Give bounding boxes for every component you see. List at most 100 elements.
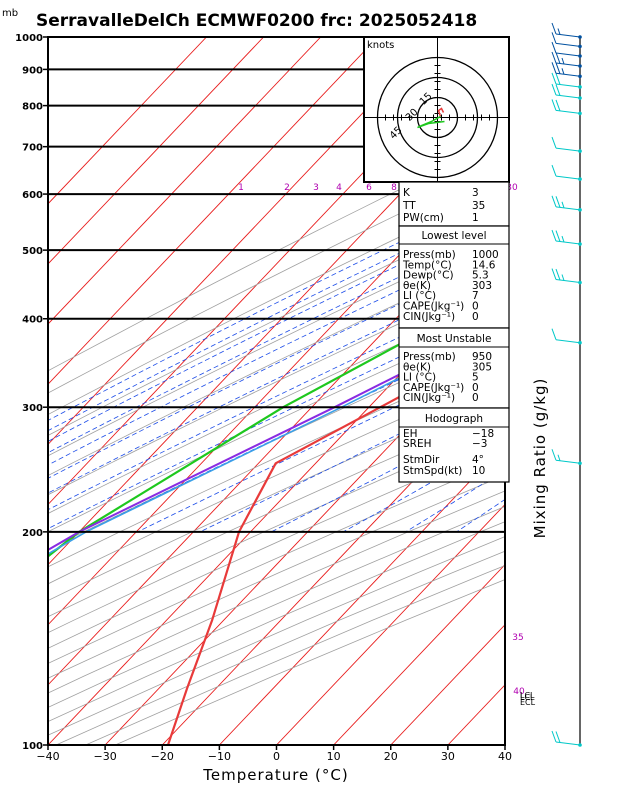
wind-barb-flag xyxy=(555,84,561,96)
x-axis-title: Temperature (°C) xyxy=(202,766,348,784)
wind-barb-flag xyxy=(555,52,561,64)
parcel-profile-line xyxy=(48,320,505,552)
index-label: K xyxy=(403,187,411,199)
index-value: 305 xyxy=(472,361,492,373)
wind-barb xyxy=(551,229,582,246)
wind-barb-flag xyxy=(551,41,557,54)
wind-barb-flag xyxy=(551,449,557,461)
x-tick-label: −40 xyxy=(36,750,59,763)
index-value: 950 xyxy=(472,351,492,363)
x-tick-label: 20 xyxy=(384,750,398,763)
wind-barb-base xyxy=(578,340,582,345)
wind-barb xyxy=(551,449,582,466)
level-label: LCL xyxy=(520,693,535,702)
table-section-header: Hodograph xyxy=(425,413,483,425)
isotherm-line xyxy=(48,37,379,385)
isotherm-line xyxy=(562,37,618,745)
wind-barb xyxy=(551,41,582,58)
y-tick-label: 100 xyxy=(22,741,43,752)
wind-barb xyxy=(551,51,582,68)
isotherm-line xyxy=(219,443,505,745)
index-value: 5.3 xyxy=(472,270,489,282)
index-label: TT xyxy=(402,200,416,212)
index-label: EH xyxy=(403,428,418,440)
wind-barb xyxy=(551,164,582,181)
wind-barb-staff xyxy=(555,42,581,47)
wind-barb-flag xyxy=(555,196,561,208)
isotherm-line xyxy=(48,37,436,445)
dry-adiabat-line xyxy=(48,372,505,585)
wind-barb-flag xyxy=(551,22,557,35)
isotherm-line xyxy=(48,263,505,745)
mixing-ratio-label: 30 xyxy=(506,183,518,193)
index-label: θe(K) xyxy=(403,280,431,292)
index-value: 4° xyxy=(472,454,484,466)
x-tick-label: 10 xyxy=(327,750,341,763)
wind-barb xyxy=(551,268,582,285)
dry-adiabat-line xyxy=(48,186,505,416)
index-label: CIN(Jkg⁻¹) xyxy=(403,311,455,323)
wind-barb-flag xyxy=(557,28,561,35)
isotherm-edge-label: 35 xyxy=(512,633,523,643)
index-value: 1 xyxy=(472,212,479,224)
dry-adiabat-line xyxy=(48,314,505,533)
table-section-header: Lowest level xyxy=(421,230,486,242)
mixing-ratio-label: 8 xyxy=(391,183,397,193)
hodograph-trace-mid xyxy=(417,115,445,129)
index-label: CAPE(Jkg⁻¹) xyxy=(403,382,464,394)
table-box-lowest xyxy=(398,225,510,329)
index-value: −18 xyxy=(472,428,494,440)
y-tick-label: 900 xyxy=(22,65,43,76)
wind-barb-flag xyxy=(551,268,557,280)
wind-barb-flag xyxy=(551,72,557,85)
index-label: SREH xyxy=(403,438,432,450)
isotherm-edge-label: 40 xyxy=(513,687,525,697)
wind-barb xyxy=(551,136,582,153)
index-value: 0 xyxy=(472,311,479,323)
wind-barb-flag xyxy=(551,62,557,74)
wind-barb-flag xyxy=(561,57,565,65)
wind-barb-flag xyxy=(551,229,557,242)
index-value: 0 xyxy=(472,382,479,394)
wind-barb-flag xyxy=(555,731,561,743)
dry-adiabat-line xyxy=(48,407,505,618)
index-value: 1000 xyxy=(472,249,499,261)
y-tick-label: 500 xyxy=(22,246,43,257)
wind-barb xyxy=(551,99,582,116)
x-tick-label: 40 xyxy=(498,750,512,763)
index-value: 3 xyxy=(472,187,479,199)
x-tick-label: −10 xyxy=(208,750,231,763)
level-label: ECL xyxy=(520,698,536,707)
y-tick-label: 700 xyxy=(22,143,43,154)
index-value: 0 xyxy=(472,392,479,404)
dry-adiabat-line xyxy=(48,162,505,394)
dry-adiabat-line xyxy=(48,294,505,514)
wind-barb xyxy=(551,83,582,100)
index-label: Press(mb) xyxy=(403,249,456,261)
chart-title: SerravalleDelCh ECMWF0200 frc: 202505241… xyxy=(36,11,477,31)
temperature-profile-line xyxy=(166,338,505,745)
wind-barb xyxy=(551,62,582,79)
isotherm-line xyxy=(48,203,505,686)
table-box-unstable xyxy=(398,327,510,409)
index-label: LI (°C) xyxy=(403,290,436,302)
wind-barb-flag xyxy=(561,201,565,208)
wind-barb xyxy=(551,32,582,49)
y-tick-label: 200 xyxy=(22,528,43,539)
wind-barb-flag xyxy=(561,68,565,75)
table-box-basic xyxy=(398,181,510,227)
wind-barb-staff xyxy=(555,147,581,152)
wind-barb-flag xyxy=(551,136,557,149)
wind-barb-staff xyxy=(555,175,581,180)
table-box-hodograph xyxy=(398,407,510,483)
wind-barb-flag xyxy=(551,51,557,64)
wind-barb-flag xyxy=(555,73,561,85)
dry-adiabat-line xyxy=(48,253,505,476)
index-value: 10 xyxy=(472,465,485,477)
index-label: LI (°C) xyxy=(403,372,436,384)
moist-adiabat-line xyxy=(48,239,505,466)
wind-barb xyxy=(551,195,582,212)
